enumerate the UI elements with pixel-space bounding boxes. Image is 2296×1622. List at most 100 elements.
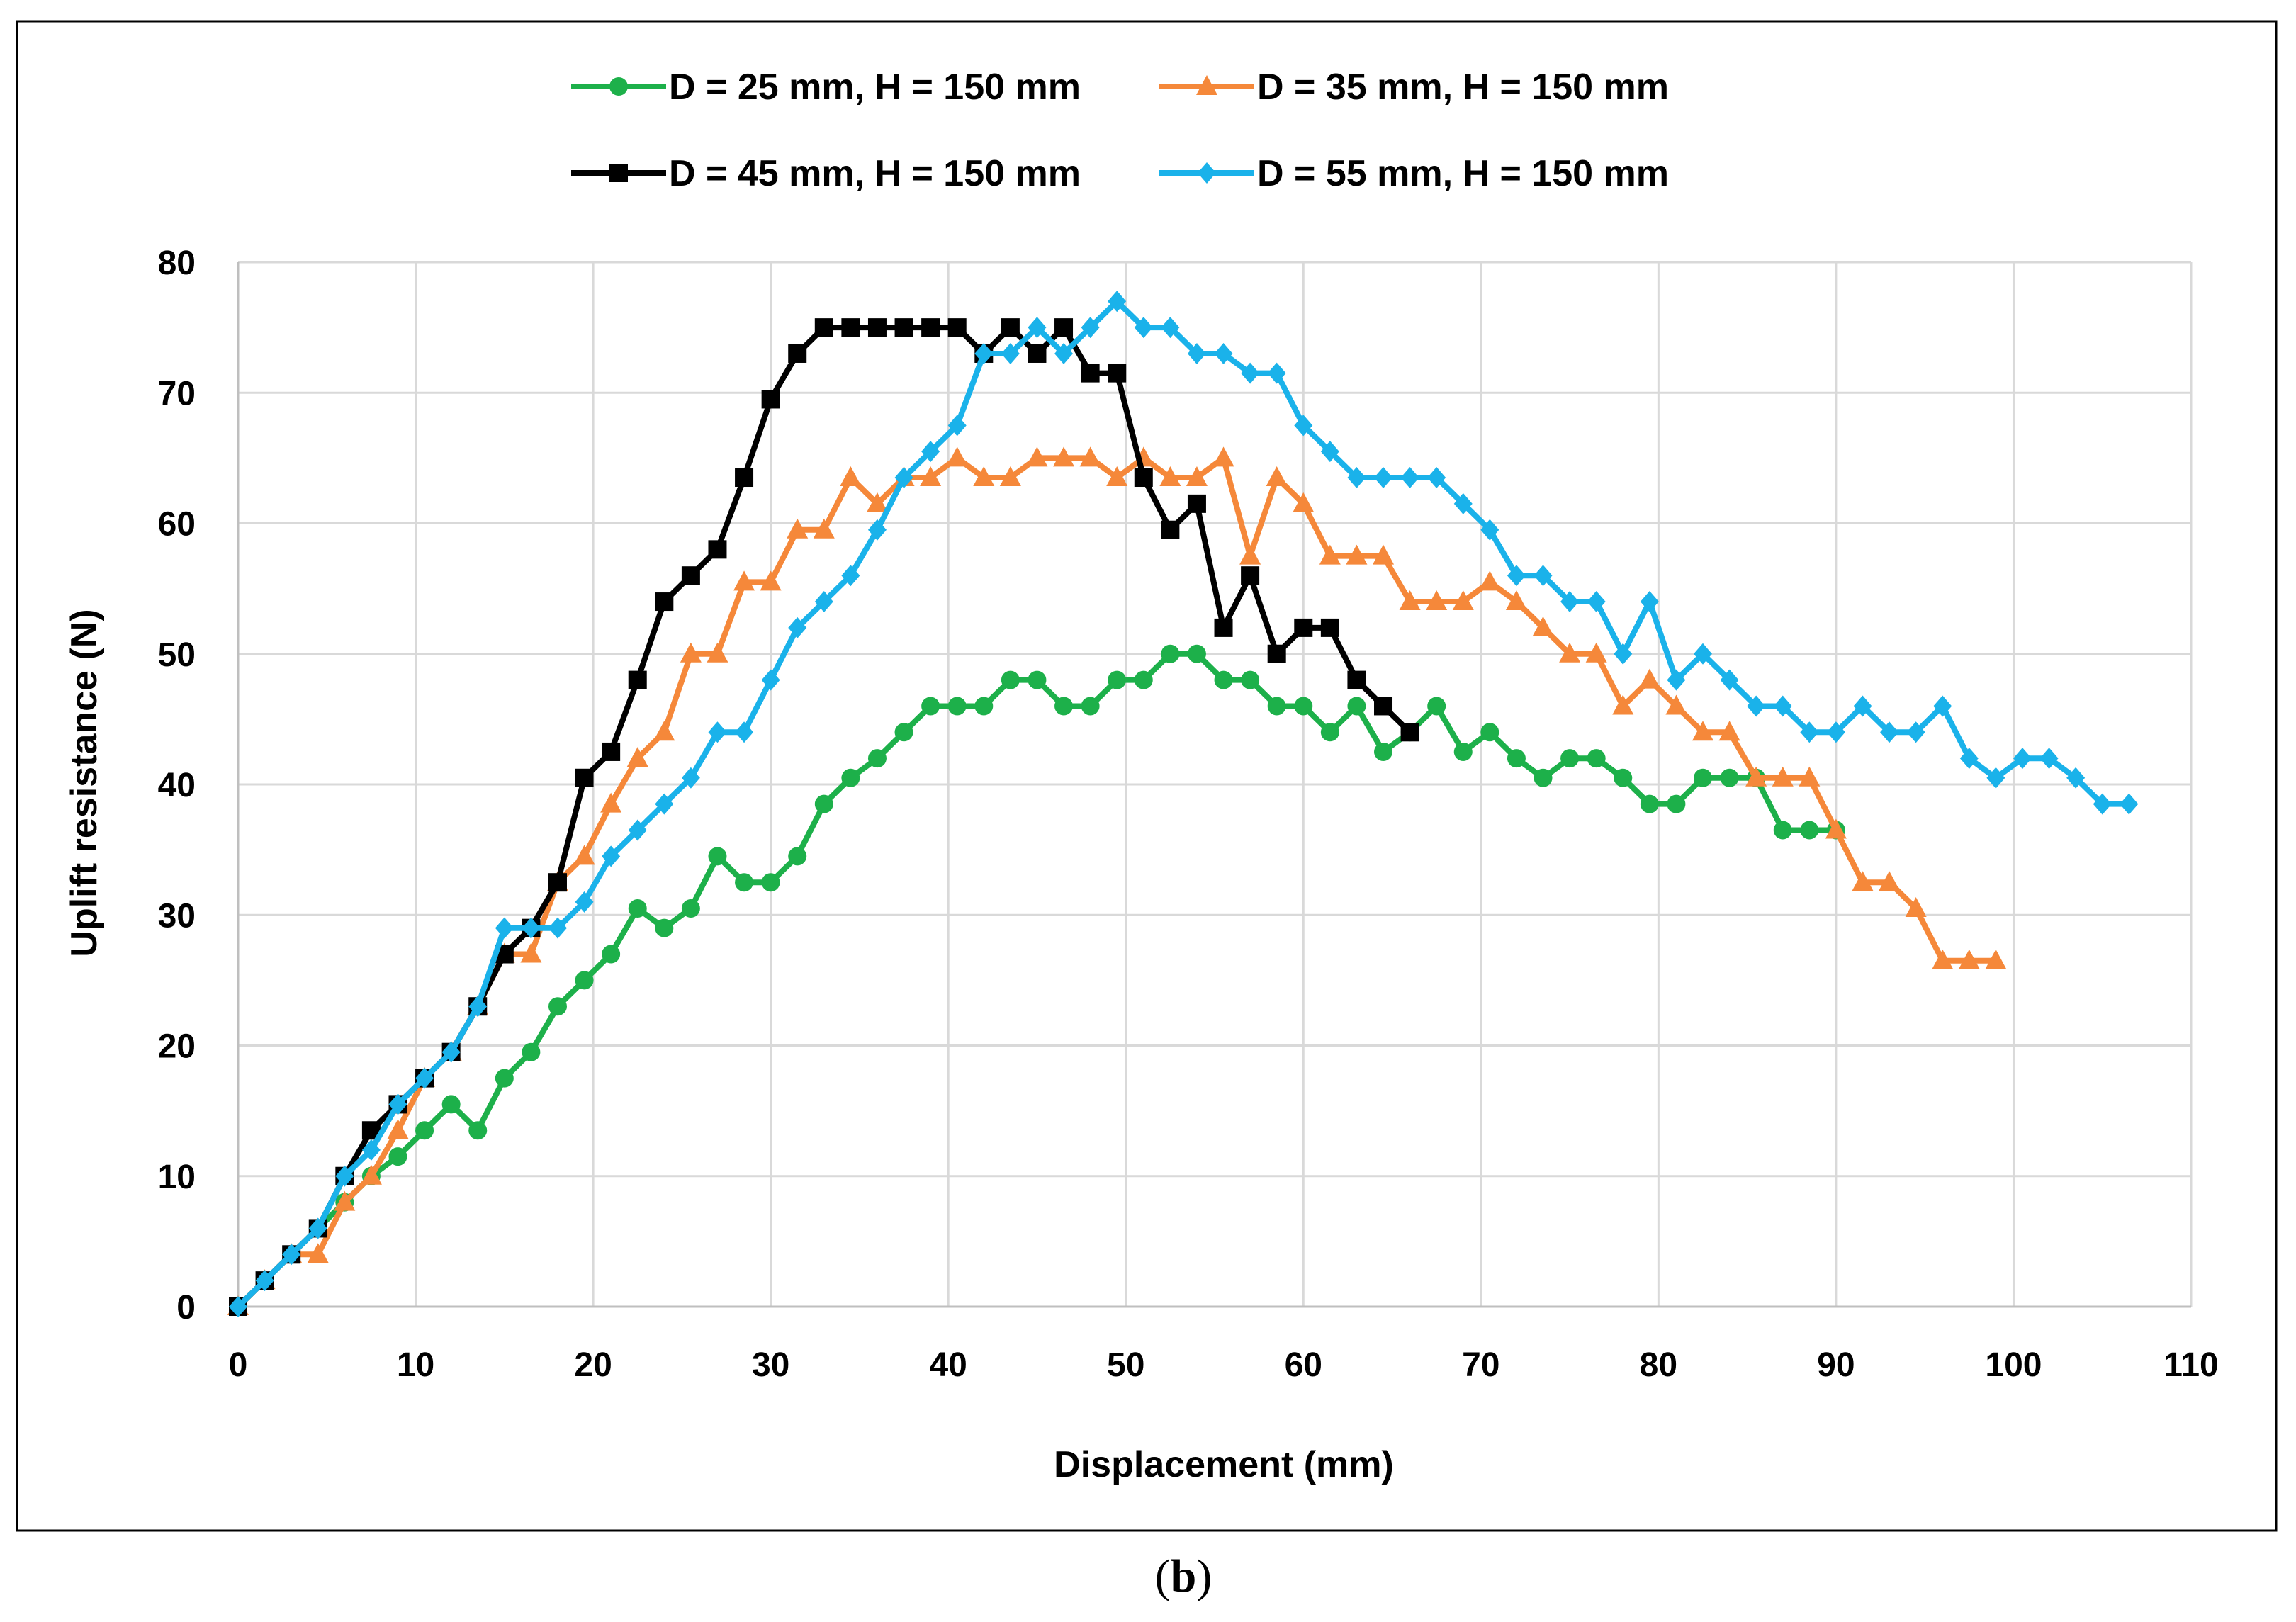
data-point bbox=[999, 466, 1021, 487]
data-point bbox=[335, 1165, 354, 1187]
x-tick-label: 50 bbox=[1107, 1346, 1144, 1384]
x-tick-label: 80 bbox=[1640, 1346, 1677, 1384]
data-point bbox=[1773, 695, 1792, 717]
x-tick-label: 70 bbox=[1462, 1346, 1499, 1384]
data-point bbox=[1134, 317, 1153, 339]
data-point bbox=[1667, 669, 1686, 691]
y-tick-label: 50 bbox=[158, 636, 196, 674]
data-point bbox=[1479, 570, 1501, 591]
data-point bbox=[1452, 590, 1474, 611]
data-point bbox=[921, 441, 940, 463]
data-point bbox=[921, 697, 940, 716]
data-point bbox=[761, 390, 780, 409]
data-point bbox=[788, 616, 807, 638]
axes: 0 10 20 30 40 50 60 70 80 90 100 110 0 10 20 30 40 50 60 70… bbox=[158, 244, 2219, 1384]
data-point bbox=[1081, 364, 1100, 383]
data-point bbox=[1187, 644, 1206, 663]
data-point bbox=[1108, 364, 1127, 383]
data-point bbox=[761, 669, 780, 691]
figure-caption: (b) bbox=[1155, 1550, 1212, 1602]
data-point bbox=[1640, 794, 1659, 813]
data-point bbox=[1559, 642, 1581, 663]
data-point bbox=[788, 847, 807, 866]
data-point bbox=[1560, 591, 1580, 613]
data-point bbox=[1427, 467, 1446, 489]
data-point bbox=[229, 1296, 247, 1317]
data-point bbox=[1320, 441, 1339, 463]
data-point bbox=[1799, 766, 1821, 787]
data-point bbox=[1187, 494, 1206, 513]
data-point bbox=[1373, 544, 1395, 565]
data-point bbox=[920, 466, 942, 487]
data-point bbox=[1239, 544, 1261, 565]
data-point bbox=[1241, 670, 1260, 689]
data-point bbox=[735, 468, 754, 488]
data-point bbox=[947, 318, 967, 337]
data-point bbox=[1028, 317, 1047, 339]
data-point bbox=[1720, 768, 1739, 787]
data-point bbox=[973, 466, 995, 487]
data-point bbox=[1266, 466, 1288, 487]
legend-label: D = 55 mm, H = 150 mm bbox=[1257, 153, 1669, 194]
data-point bbox=[788, 344, 807, 363]
y-tick-label: 10 bbox=[158, 1159, 196, 1196]
data-point bbox=[760, 570, 782, 591]
legend-marker bbox=[609, 164, 628, 182]
data-point bbox=[1800, 821, 1819, 840]
caption-open-paren: ( bbox=[1155, 1550, 1171, 1602]
y-tick-label: 0 bbox=[176, 1289, 196, 1327]
data-point bbox=[1186, 466, 1208, 487]
data-point bbox=[1587, 591, 1606, 613]
data-point bbox=[947, 415, 967, 437]
data-point bbox=[1026, 446, 1048, 467]
data-point bbox=[602, 742, 621, 761]
data-point bbox=[1773, 821, 1792, 840]
data-point bbox=[1772, 766, 1794, 787]
data-point bbox=[655, 918, 674, 937]
x-tick-label: 90 bbox=[1817, 1346, 1855, 1384]
data-point bbox=[680, 642, 702, 663]
data-point bbox=[1612, 694, 1634, 715]
legend-label: D = 45 mm, H = 150 mm bbox=[669, 153, 1081, 194]
data-point bbox=[575, 971, 594, 990]
legend-item: D = 55 mm, H = 150 mm bbox=[1159, 153, 1669, 194]
y-tick-label: 80 bbox=[158, 244, 196, 282]
data-point bbox=[1480, 519, 1499, 541]
data-point bbox=[867, 318, 887, 337]
data-point bbox=[548, 917, 567, 939]
data-point bbox=[1108, 291, 1127, 312]
y-tick-label: 40 bbox=[158, 767, 196, 804]
data-point bbox=[1347, 467, 1366, 489]
data-point bbox=[1640, 591, 1659, 613]
data-point bbox=[1880, 721, 1899, 743]
data-point bbox=[921, 318, 940, 337]
legend-marker bbox=[1198, 162, 1216, 184]
data-point bbox=[1585, 642, 1607, 663]
data-point bbox=[548, 873, 567, 892]
data-point bbox=[1054, 318, 1074, 337]
data-point bbox=[708, 847, 727, 866]
data-point bbox=[655, 592, 674, 612]
data-point bbox=[1294, 618, 1313, 637]
data-point bbox=[1720, 669, 1739, 691]
data-point bbox=[841, 318, 860, 337]
data-point bbox=[308, 1217, 327, 1239]
data-point bbox=[573, 845, 595, 865]
data-point bbox=[1400, 723, 1419, 742]
data-point bbox=[1532, 616, 1554, 636]
data-point bbox=[1054, 342, 1074, 364]
x-tick-label: 10 bbox=[397, 1346, 434, 1384]
data-point bbox=[2039, 748, 2059, 770]
data-point bbox=[841, 565, 860, 587]
data-point bbox=[867, 749, 887, 768]
data-point bbox=[1986, 767, 2005, 789]
data-point bbox=[1212, 446, 1234, 467]
data-point bbox=[787, 518, 809, 539]
data-point bbox=[388, 1147, 407, 1166]
data-point bbox=[1534, 768, 1553, 787]
data-point bbox=[1694, 768, 1712, 787]
data-point bbox=[1214, 342, 1233, 364]
data-point bbox=[1294, 697, 1313, 716]
legend-item: D = 25 mm, H = 150 mm bbox=[571, 67, 1081, 108]
y-axis-title: Uplift resistance (N) bbox=[64, 609, 105, 957]
